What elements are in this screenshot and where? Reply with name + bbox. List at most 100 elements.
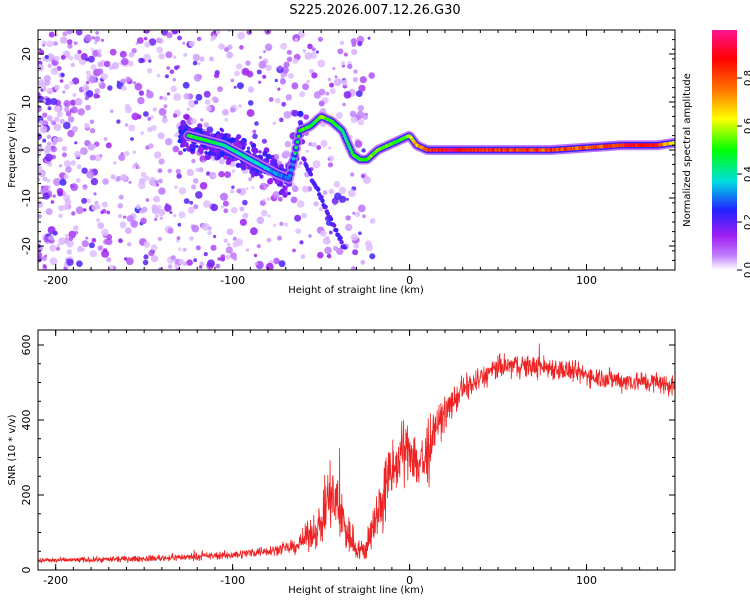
spectrogram-noise-point	[286, 56, 293, 62]
spectrogram-noise-point	[42, 138, 47, 143]
spectrogram-noise-point	[43, 75, 51, 82]
spectrogram-noise-point	[163, 104, 168, 109]
spectrogram-noise-point	[209, 56, 214, 62]
spectrogram-noise-point	[277, 87, 281, 91]
spectrogram-noise-point	[70, 160, 77, 166]
spectrogram-cloud-point	[283, 185, 288, 191]
spectrogram-noise-point	[81, 197, 88, 204]
spectrogram-noise-point	[60, 36, 68, 44]
spectrogram-noise-point	[165, 51, 173, 59]
spectrogram-noise-point	[178, 211, 186, 219]
spectrogram-noise-point	[212, 174, 217, 179]
spectrogram-y-tick-label: -20	[20, 237, 33, 255]
spectrogram-noise-point	[48, 31, 55, 38]
spectrogram-noise-point	[144, 41, 151, 48]
colorbar-tick-label: 0.0	[743, 262, 750, 278]
spectrogram-noise-point	[198, 265, 203, 269]
spectrogram-noise-point	[327, 157, 331, 161]
spectrogram-cloud-point	[250, 174, 255, 178]
snr-axes: -200 -100 0 100 0 200 400 600	[20, 330, 676, 587]
spectrogram-noise-point	[94, 200, 99, 205]
spectrogram-noise-point	[62, 203, 70, 211]
spectrogram-noise-point	[197, 36, 202, 42]
spectrogram-branch-point	[332, 223, 337, 228]
spectrogram-noise-point	[66, 30, 73, 35]
spectrogram-noise-point	[65, 166, 72, 173]
spectrogram-noise-point	[143, 254, 149, 260]
spectrogram-noise-point	[66, 258, 74, 266]
spectrogram-cloud-point	[251, 171, 255, 175]
spectrogram-ridge-point	[346, 142, 351, 146]
colorbar-label: Normalized spectral amplitude	[682, 73, 693, 227]
spectrogram-noise-point	[203, 90, 211, 98]
spectrogram-noise-point	[199, 182, 208, 190]
spectrogram-noise-point	[110, 109, 114, 113]
spectrogram-noise-point	[61, 152, 67, 158]
spectrogram-branch-point	[319, 195, 324, 200]
spectrogram-noise-point	[158, 187, 166, 195]
spectrogram-noise-point	[182, 41, 186, 45]
spectrogram-noise-point	[195, 93, 203, 101]
spectrogram-noise-point	[313, 201, 319, 207]
spectrogram-noise-point	[138, 90, 145, 96]
spectrogram-noise-point	[47, 226, 56, 235]
spectrogram-noise-point	[272, 191, 280, 199]
spectrogram-noise-point	[234, 70, 240, 77]
spectrogram-cloud-point	[219, 133, 223, 138]
spectrogram-noise-point	[83, 208, 87, 212]
spectrogram-noise-point	[63, 99, 71, 108]
spectrogram-noise-point	[261, 138, 267, 144]
spectrogram-noise-point	[178, 258, 185, 265]
spectrogram-noise-point	[150, 115, 154, 119]
spectrogram-noise-point	[358, 84, 366, 92]
spectrogram-noise-point	[174, 65, 179, 71]
spectrogram-noise-point	[42, 43, 46, 47]
spectrogram-noise-point	[93, 192, 97, 196]
spectrogram-noise-point	[294, 214, 302, 222]
spectrogram-noise-point	[339, 40, 345, 46]
spectrogram-noise-point	[44, 55, 49, 59]
spectrogram-noise-point	[176, 236, 181, 240]
snr-x-tick-label: 100	[576, 574, 597, 587]
spectrogram-noise-point	[50, 146, 57, 153]
spectrogram-noise-point	[42, 87, 47, 92]
spectrogram-noise-point	[230, 107, 236, 113]
spectrogram-ridge-point	[348, 147, 353, 152]
spectrogram-noise-point	[53, 84, 60, 91]
spectrogram-noise-point	[90, 64, 97, 70]
spectrogram-noise-point	[74, 151, 81, 158]
spectrogram-noise-point	[345, 223, 353, 232]
spectrogram-noise-point	[195, 167, 200, 173]
colorbar-gradient	[712, 30, 737, 270]
spectrogram-noise-point	[73, 225, 79, 231]
spectrogram-noise-point	[66, 239, 74, 248]
spectrogram-branch-point	[334, 228, 339, 233]
snr-series	[38, 343, 675, 564]
spectrogram-noise-point	[353, 69, 358, 74]
spectrogram-noise-point	[61, 146, 68, 152]
spectrogram-cloud-point	[226, 133, 231, 138]
spectrogram-noise-point	[274, 78, 278, 83]
spectrogram-noise-point	[140, 217, 147, 225]
spectrogram-noise-point	[230, 78, 235, 83]
colorbar-ticks: 0.0 0.2 0.4 0.6 0.8	[737, 70, 750, 278]
spectrogram-noise-point	[84, 96, 89, 101]
spectrogram-noise-point	[89, 168, 93, 172]
spectrogram-noise-point	[134, 82, 143, 91]
spectrogram-noise-point	[237, 31, 246, 40]
spectrogram-noise-point	[263, 50, 267, 54]
spectrogram-noise-point	[246, 70, 254, 78]
spectrogram-ridge-point	[288, 173, 292, 178]
spectrogram-noise-point	[266, 237, 272, 243]
spectrogram-noise-point	[89, 119, 95, 125]
spectrogram-noise-point	[53, 41, 58, 46]
spectrogram-noise-point	[97, 222, 105, 230]
spectrogram-x-label: Height of straight line (km)	[288, 285, 424, 296]
spectrogram-noise-point	[301, 212, 307, 219]
spectrogram-noise-point	[351, 266, 356, 270]
spectrogram-noise-point	[121, 85, 127, 91]
spectrogram-noise-point	[148, 250, 155, 257]
spectrogram-cloud-point	[233, 157, 237, 162]
spectrogram-noise-point	[254, 121, 259, 126]
